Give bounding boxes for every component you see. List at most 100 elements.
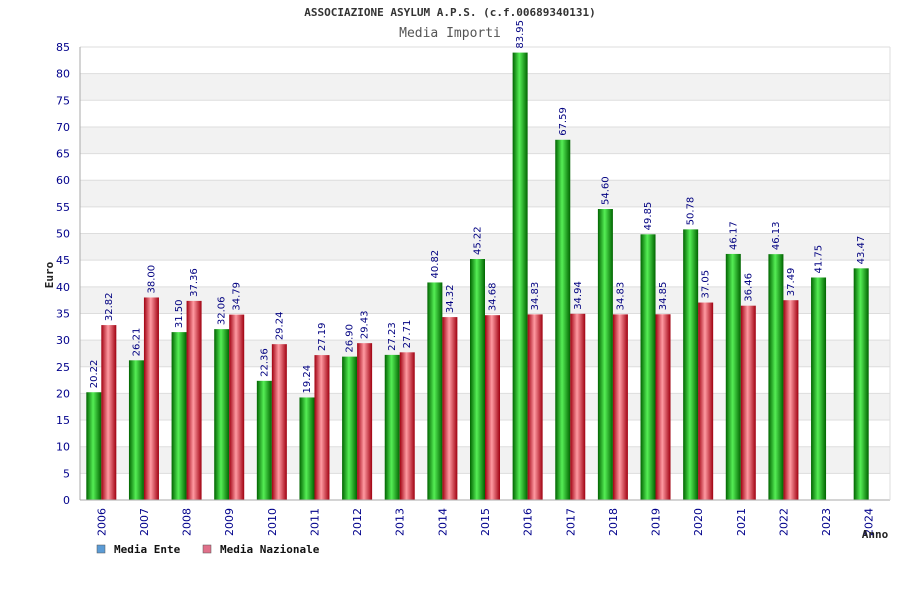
bar-media-ente-2020 [683,229,699,500]
x-tick-label: 2018 [607,508,620,536]
value-label: 54.60 [600,176,611,205]
value-label: 34.83 [615,282,626,311]
value-label: 34.83 [530,282,541,311]
bar-media-ente-2012 [342,356,358,500]
x-tick-label: 2012 [351,508,364,536]
legend-swatch [96,544,106,554]
x-axis-label: Anno [862,528,889,541]
bar-media-nazionale-2016 [527,314,543,500]
value-label: 45.22 [473,226,484,255]
y-tick-label: 70 [56,121,70,134]
value-labels: 20.22 32.82 26.21 38.00 31.50 37.36 32.06 34.79… [89,20,867,394]
value-label: 37.05 [701,270,712,299]
value-label: 37.49 [786,268,797,297]
value-label: 27.71 [402,320,413,349]
bar-media-nazionale-2009 [229,314,245,500]
background-band [80,73,890,101]
legend-label: Media Nazionale [220,543,320,556]
bar-media-ente-2008 [171,332,187,500]
y-tick-label: 30 [56,334,70,347]
value-label: 32.82 [104,292,115,321]
bar-media-nazionale-2013 [399,352,415,500]
y-tick-label: 0 [63,494,70,507]
y-tick-label: 65 [56,148,70,161]
x-tick-label: 2024 [863,508,876,536]
bar-media-nazionale-2011 [314,355,330,500]
bar-media-nazionale-2020 [698,302,714,500]
y-tick-label: 85 [56,41,70,54]
bar-media-ente-2016 [512,52,528,500]
value-label: 34.85 [658,282,669,311]
bar-media-ente-2013 [384,354,400,500]
background-band [80,126,890,154]
bar-media-ente-2007 [128,360,144,500]
bar-media-ente-2010 [256,380,272,500]
value-label: 34.32 [445,284,456,313]
value-label: 46.17 [728,221,739,250]
background-band [80,233,890,261]
bar-media-nazionale-2019 [655,314,671,500]
value-label: 36.46 [743,273,754,302]
legend: Media Ente Media Nazionale [96,543,320,556]
legend-swatch [202,544,212,554]
bar-media-ente-2021 [725,253,741,500]
x-tick-label: 2014 [436,508,449,536]
legend-label: Media Ente [114,543,181,556]
value-label: 67.59 [558,107,569,136]
y-tick-label: 55 [56,201,70,214]
x-tick-label: 2009 [223,508,236,536]
value-label: 27.23 [387,322,398,351]
value-label: 34.79 [232,282,243,311]
bar-media-ente-2006 [86,392,102,500]
bar-media-ente-2015 [470,259,485,500]
x-tick-label: 2011 [308,508,321,536]
value-label: 26.90 [345,324,356,353]
bar-media-nazionale-2006 [101,325,117,500]
x-tick-label: 2008 [181,508,194,536]
x-tick-label: 2019 [650,508,663,536]
bar-media-nazionale-2010 [271,344,287,500]
bar-media-nazionale-2008 [186,300,202,500]
bar-media-ente-2017 [555,139,571,500]
bar-media-ente-2011 [299,397,315,500]
y-tick-label: 20 [56,387,70,400]
bar-media-nazionale-2021 [740,305,756,500]
bar-media-nazionale-2007 [143,297,159,500]
bar-media-ente-2009 [214,329,230,500]
x-tick-label: 2021 [735,508,748,536]
bar-media-nazionale-2018 [612,314,628,500]
y-tick-label: 40 [56,281,70,294]
bar-media-nazionale-2017 [570,313,586,500]
background-band [80,180,890,207]
value-label: 22.36 [259,348,270,377]
bar-media-nazionale-2022 [783,300,799,500]
value-label: 26.21 [131,328,142,357]
value-label: 43.47 [856,236,867,265]
value-label: 19.24 [302,365,313,394]
x-tick-label: 2017 [564,508,577,536]
value-label: 32.06 [217,296,228,325]
bar-media-ente-2024 [853,268,869,500]
value-label: 38.00 [146,265,157,294]
x-tick-label: 2020 [692,508,705,536]
chart-subtitle: Media Importi [399,26,501,41]
bar-media-ente-2014 [427,282,443,500]
x-tick-label: 2013 [394,508,407,536]
x-tick-label: 2022 [777,508,790,536]
value-label: 41.75 [814,245,825,274]
value-label: 40.82 [430,250,441,279]
y-tick-label: 15 [56,414,70,427]
value-label: 46.13 [771,222,782,251]
value-label: 27.19 [317,322,328,351]
y-tick-label: 80 [56,68,70,81]
bar-media-nazionale-2012 [357,343,373,500]
x-tick-label: 2015 [479,508,492,536]
bar-media-ente-2018 [597,209,613,501]
y-tick-label: 60 [56,174,70,187]
x-tick-label: 2023 [820,508,833,536]
y-tick-label: 35 [56,307,70,320]
value-label: 83.95 [515,20,526,49]
bar-media-ente-2023 [811,277,827,500]
